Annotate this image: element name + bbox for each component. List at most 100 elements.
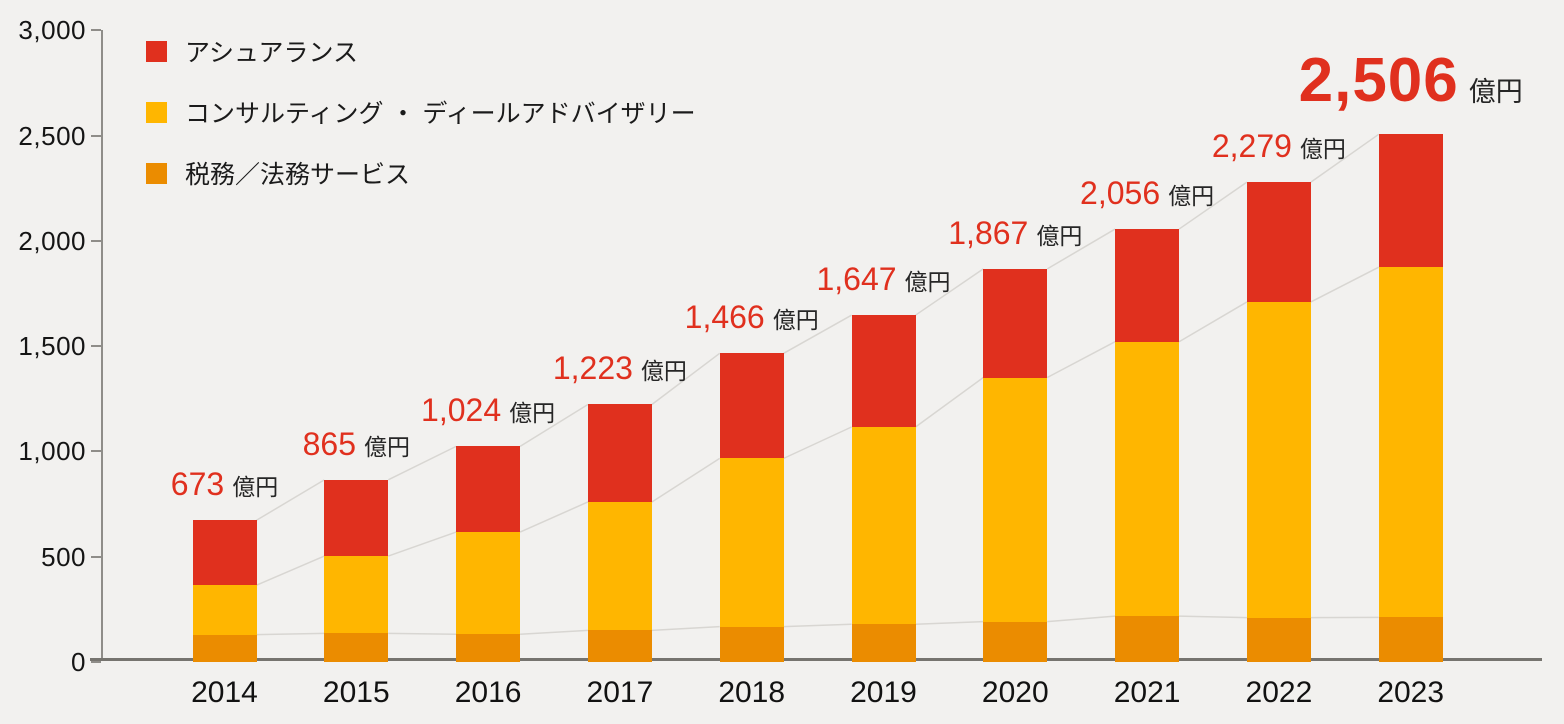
bar-2014-segment-tax-legal: [192, 634, 257, 662]
bar-2020-segment-consulting: [983, 377, 1048, 622]
total-value: 1,466: [684, 299, 765, 336]
unit-label: 億円: [509, 400, 556, 427]
total-label-2023: 2,506 億円: [1299, 45, 1523, 116]
tax-legal-swatch-icon: [146, 162, 167, 184]
bar-2018-segment-tax-legal: [719, 626, 784, 662]
assurance-swatch-icon: [146, 40, 167, 62]
consulting-swatch-icon: [146, 101, 167, 123]
y-tick-label-1,500: 1,500: [18, 331, 86, 362]
total-value: 1,024: [421, 392, 502, 429]
total-value: 2,506: [1298, 46, 1459, 116]
bar-2017-segment-tax-legal: [587, 630, 652, 662]
unit-label: 億円: [363, 433, 410, 460]
connector-line: [651, 457, 721, 503]
x-label-2019: 2019: [850, 676, 917, 709]
bar-2021-segment-assurance: [1115, 229, 1180, 342]
bar-2016-segment-assurance: [456, 446, 521, 533]
connector-line: [388, 531, 457, 557]
connector-line: [915, 268, 984, 316]
total-value: 673: [170, 466, 225, 503]
total-label-2016: 1,024 億円: [421, 392, 555, 429]
x-label-2021: 2021: [1113, 676, 1181, 709]
x-label-2014: 2014: [191, 676, 258, 709]
bar-2018-segment-assurance: [719, 353, 784, 459]
total-value: 2,056: [1080, 175, 1161, 212]
y-tick-label-0: 0: [71, 647, 86, 677]
x-label-2017: 2017: [586, 676, 654, 709]
bar-2022-segment-tax-legal: [1246, 617, 1311, 662]
x-axis-line: [90, 658, 1542, 661]
connector-line: [1310, 266, 1380, 303]
connector-line: [387, 445, 457, 481]
bar-2016-segment-tax-legal: [456, 634, 521, 662]
bar-2021-segment-tax-legal: [1115, 616, 1180, 662]
connector-line: [1178, 301, 1248, 343]
connector-line: [915, 376, 984, 428]
bar-2015-segment-consulting: [324, 556, 389, 634]
connector-line: [1046, 228, 1116, 270]
legend-item-tax-legal: 税務／法務サービス: [146, 155, 696, 191]
unit-label: 億円: [1036, 222, 1083, 249]
legend-item-assurance: アシュアランス: [146, 33, 696, 69]
unit-label: 億円: [1168, 183, 1215, 210]
connector-line: [519, 501, 589, 533]
legend-label-consulting: コンサルティング ・ ディールアドバイザリー: [185, 100, 696, 128]
bar-2022-segment-consulting: [1246, 301, 1311, 618]
total-label-2021: 2,056 億円: [1080, 175, 1214, 212]
connector-line: [1179, 615, 1247, 619]
total-value: 2,279: [1211, 128, 1292, 165]
y-tick-mark-1,500: [91, 345, 101, 348]
y-axis-line: [101, 30, 103, 660]
total-label-2019: 1,647 億円: [816, 261, 950, 298]
connector-line: [651, 352, 721, 406]
total-label-2020: 1,867 億円: [948, 215, 1082, 252]
total-label-2015: 865 億円: [303, 426, 410, 463]
connector-line: [1046, 341, 1116, 379]
y-tick-mark-2,000: [91, 239, 101, 242]
bar-2017-segment-assurance: [587, 404, 652, 502]
connector-line: [1047, 615, 1116, 623]
connector-line: [256, 555, 325, 586]
y-tick-mark-500: [91, 555, 101, 558]
bar-2020-segment-tax-legal: [983, 621, 1048, 662]
unit-label: 億円: [772, 307, 819, 334]
bar-2015-segment-assurance: [324, 479, 389, 557]
bar-2023-segment-tax-legal: [1378, 617, 1443, 662]
y-tick-mark-2,500: [91, 134, 101, 137]
bar-2014-segment-assurance: [192, 520, 257, 586]
total-label-2018: 1,466 億円: [685, 299, 819, 336]
connector-line: [256, 479, 325, 521]
connector-line: [783, 623, 852, 628]
bar-2019-segment-consulting: [851, 427, 916, 625]
bar-2017-segment-consulting: [587, 501, 652, 631]
bar-2023-segment-consulting: [1378, 267, 1443, 618]
unit-label: 億円: [640, 358, 687, 385]
bar-2019-segment-tax-legal: [851, 624, 916, 662]
connector-line: [256, 632, 325, 636]
bar-2019-segment-assurance: [851, 315, 916, 427]
bar-2021-segment-consulting: [1115, 341, 1180, 617]
x-label-2016: 2016: [454, 676, 522, 709]
x-label-2023: 2023: [1377, 676, 1445, 709]
y-tick-mark-1,000: [91, 450, 101, 453]
connector-line: [651, 625, 720, 632]
connector-line: [1310, 133, 1380, 183]
total-value: 865: [302, 425, 356, 462]
connector-line: [1178, 181, 1248, 230]
connector-line: [783, 426, 852, 460]
y-tick-mark-3,000: [91, 29, 101, 32]
legend-label-tax-legal: 税務／法務サービス: [185, 161, 411, 189]
bar-2016-segment-consulting: [456, 532, 521, 635]
legend-label-assurance: アシュアランス: [185, 39, 359, 67]
total-value: 1,647: [816, 261, 897, 298]
legend-item-consulting: コンサルティング ・ ディールアドバイザリー: [146, 94, 696, 130]
unit-label: 億円: [904, 269, 951, 296]
bar-2018-segment-consulting: [719, 458, 784, 627]
unit-label: 億円: [1468, 77, 1523, 108]
x-label-2020: 2020: [981, 676, 1049, 709]
total-label-2014: 673 億円: [171, 466, 278, 503]
total-label-2022: 2,279 億円: [1212, 128, 1346, 165]
bar-2022-segment-assurance: [1246, 182, 1311, 302]
total-value: 1,223: [552, 350, 633, 387]
